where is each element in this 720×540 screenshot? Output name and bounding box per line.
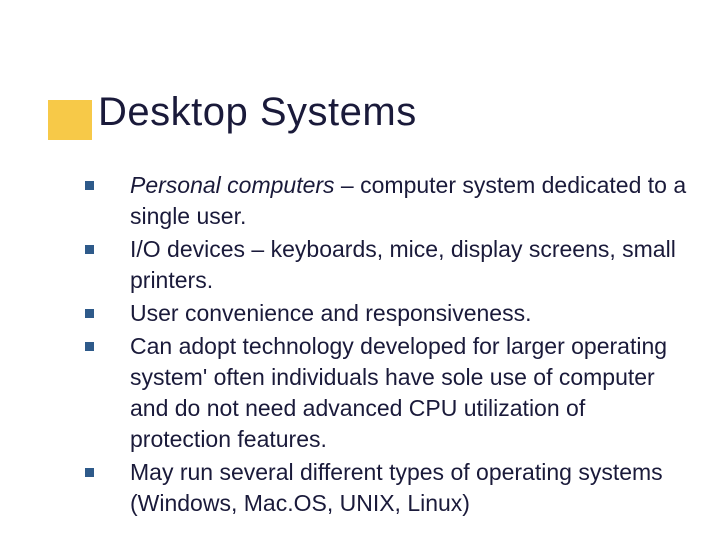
bullet-square-icon (85, 309, 94, 318)
bullet-rest: User convenience and responsiveness. (130, 300, 531, 326)
bullet-square-icon (85, 245, 94, 254)
bullet-rest: I/O devices – keyboards, mice, display s… (130, 236, 676, 293)
bullet-list: Personal computers – computer system ded… (85, 170, 690, 522)
bullet-text: Personal computers – computer system ded… (130, 170, 690, 232)
bullet-square-icon (85, 342, 94, 351)
bullet-square-icon (85, 181, 94, 190)
bullet-rest: Can adopt technology developed for large… (130, 333, 667, 452)
bullet-text: May run several different types of opera… (130, 457, 690, 519)
list-item: Can adopt technology developed for large… (85, 331, 690, 455)
bullet-square-icon (85, 468, 94, 477)
list-item: User convenience and responsiveness. (85, 298, 690, 329)
title-accent-block (48, 100, 92, 140)
list-item: May run several different types of opera… (85, 457, 690, 519)
list-item: I/O devices – keyboards, mice, display s… (85, 234, 690, 296)
bullet-text: I/O devices – keyboards, mice, display s… (130, 234, 690, 296)
bullet-text: User convenience and responsiveness. (130, 298, 531, 329)
italic-lead: Personal computers (130, 172, 335, 198)
bullet-rest: May run several different types of opera… (130, 459, 663, 516)
slide-title: Desktop Systems (98, 90, 417, 135)
bullet-text: Can adopt technology developed for large… (130, 331, 690, 455)
list-item: Personal computers – computer system ded… (85, 170, 690, 232)
